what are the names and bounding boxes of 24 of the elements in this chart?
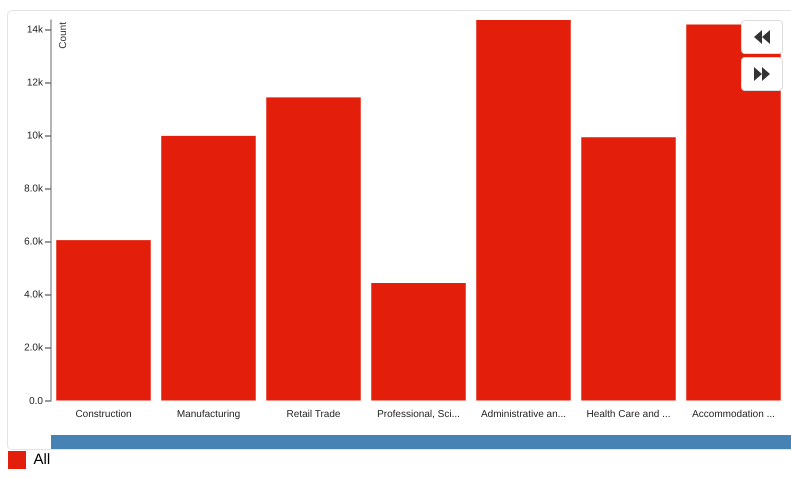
x-tick-label: Accommodation ... (692, 408, 775, 420)
y-tick-label: 12k (26, 78, 44, 89)
x-tick-label: Retail Trade (286, 408, 341, 420)
y-axis-title: Count (58, 22, 69, 49)
bar (56, 240, 151, 400)
y-tick-label: 2.0k (24, 342, 44, 354)
y-tick-label: 0.0 (29, 396, 44, 407)
x-tick-label: Professional, Sci... (377, 408, 460, 420)
x-tick-label: Manufacturing (176, 408, 240, 420)
x-tick-label: Health Care and ... (586, 408, 670, 420)
y-tick-label: 14k (26, 24, 44, 36)
bar (476, 20, 571, 400)
bar (371, 283, 466, 400)
x-tick-label: Construction (75, 408, 132, 420)
y-tick-label: 8.0k (24, 184, 44, 195)
y-tick-label: 4.0k (24, 290, 44, 301)
bar (266, 97, 361, 400)
x-tick-label: Administrative an... (480, 408, 566, 420)
y-tick-label: 6.0k (24, 236, 44, 248)
bar (686, 24, 781, 400)
y-tick-label: 10k (26, 130, 44, 142)
legend-label: All (34, 451, 50, 468)
bar (581, 137, 676, 400)
bar (161, 136, 256, 400)
